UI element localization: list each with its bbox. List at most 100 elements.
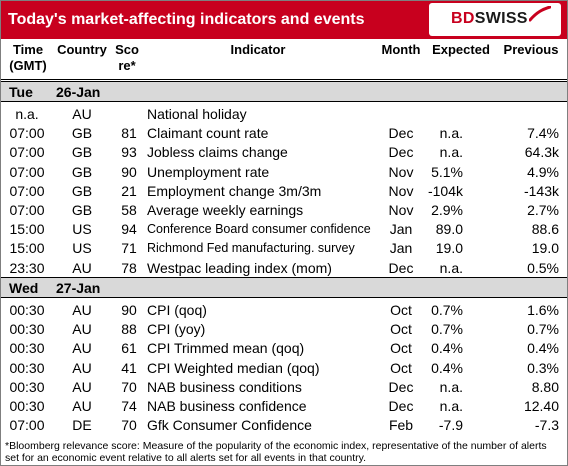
- cell-month: Oct: [390, 302, 412, 318]
- logo-swoosh-icon: [529, 6, 551, 22]
- cell-time: 07:00: [9, 125, 45, 142]
- cell-previous: 0.3%: [527, 359, 559, 376]
- cell-country: GB: [71, 144, 93, 161]
- cell-previous: -143k: [523, 182, 559, 199]
- cell-country: DE: [72, 417, 92, 434]
- cell-score: 93: [121, 144, 137, 161]
- cell-score: 70: [121, 378, 137, 395]
- day-header: Wed 27-Jan: [1, 277, 567, 298]
- table-row: 00:30 AU 61 CPI Trimmed mean (qoq) Oct 0.4% 0.…: [1, 338, 567, 357]
- day-date: 27-Jan: [56, 280, 101, 296]
- col-time: Time (GMT): [9, 42, 47, 73]
- cell-month: Oct: [390, 321, 412, 338]
- cell-expected: 2.9%: [431, 202, 463, 218]
- table-row: 00:30 AU 74 NAB business confidence Dec n.a. 1…: [1, 396, 567, 415]
- cell-time: 15:00: [9, 240, 45, 257]
- cell-indicator: Jobless claims change: [147, 144, 288, 161]
- cell-time: 00:30: [9, 359, 45, 376]
- cell-country: GB: [71, 163, 93, 180]
- cell-indicator: Gfk Consumer Confidence: [147, 417, 312, 434]
- cell-previous: 88.6: [531, 221, 559, 238]
- cell-previous: 4.9%: [527, 163, 559, 180]
- cell-month: Oct: [390, 340, 412, 357]
- title-bar: Today's market-affecting indicators and …: [1, 1, 567, 39]
- table-row: 23:30 AU 78 Westpac leading index (mom) Dec n…: [1, 258, 567, 277]
- cell-score: 90: [121, 302, 137, 318]
- cell-month: Dec: [388, 398, 414, 414]
- cell-expected: 89.0: [435, 221, 463, 238]
- cell-country: GB: [71, 125, 93, 142]
- table-row: n.a. AU National holiday: [1, 104, 567, 123]
- cell-month: Dec: [388, 378, 414, 395]
- cell-time: 00:30: [9, 302, 45, 318]
- cell-previous: 0.4%: [527, 340, 559, 357]
- cell-indicator: Average weekly earnings: [147, 202, 304, 218]
- cell-previous: 7.4%: [527, 125, 559, 142]
- cell-time: 07:00: [9, 202, 45, 218]
- cell-time: 07:00: [9, 163, 45, 180]
- column-headers: Time (GMT) Country Sco re* Indicator Month…: [1, 39, 567, 80]
- cell-month: Jan: [389, 240, 413, 257]
- table-row: 07:00 GB 21 Employment change 3m/3m Nov -104k…: [1, 181, 567, 200]
- cell-indicator: NAB business conditions: [147, 378, 302, 395]
- cell-month: Dec: [388, 144, 414, 161]
- table-row: 00:30 AU 70 NAB business conditions Dec n.a. 8…: [1, 377, 567, 396]
- cell-previous: 0.7%: [527, 321, 559, 338]
- cell-time: 00:30: [9, 321, 45, 338]
- cell-expected: n.a.: [439, 125, 463, 142]
- cell-previous: 1.6%: [527, 302, 559, 318]
- cell-score: 94: [121, 221, 137, 238]
- cell-indicator: Westpac leading index (mom): [147, 259, 332, 276]
- cell-indicator: CPI Trimmed mean (qoq): [147, 340, 305, 357]
- cell-expected: 19.0: [435, 240, 463, 257]
- cell-indicator: Conference Board consumer confidence: [147, 222, 371, 237]
- cell-score: 81: [121, 125, 137, 142]
- cell-score: 58: [121, 202, 137, 218]
- table-row: 07:00 DE 70 Gfk Consumer Confidence Feb -7.9 -…: [1, 415, 567, 434]
- table-row: 00:30 AU 88 CPI (yoy) Oct 0.7% 0.7%: [1, 319, 567, 338]
- cell-previous: 19.0: [531, 240, 559, 257]
- cell-country: AU: [72, 106, 92, 122]
- cell-previous: 8.80: [531, 378, 559, 395]
- day-weekday: Wed: [9, 280, 39, 296]
- footnote: *Bloomberg relevance score: Measure of t…: [5, 440, 547, 464]
- table-row: 07:00 GB 58 Average weekly earnings Nov 2.9% 2…: [1, 200, 567, 219]
- cell-country: AU: [72, 359, 92, 376]
- cell-expected: 0.4%: [431, 340, 463, 357]
- cell-expected: n.a.: [439, 398, 463, 414]
- cell-month: Oct: [390, 359, 412, 376]
- cell-score: 90: [121, 163, 137, 180]
- cell-expected: 0.4%: [431, 359, 463, 376]
- cell-country: GB: [71, 182, 93, 199]
- panel-title: Today's market-affecting indicators and …: [8, 11, 365, 28]
- cell-time: 07:00: [9, 417, 45, 434]
- table-row: 15:00 US 94 Conference Board consumer confi…: [1, 219, 567, 238]
- cell-time: n.a.: [15, 106, 39, 122]
- cell-time: 00:30: [9, 340, 45, 357]
- cell-time: 07:00: [9, 182, 45, 199]
- cell-indicator: Employment change 3m/3m: [147, 182, 322, 199]
- bdswiss-logo: BDSWISS: [429, 3, 561, 36]
- cell-country: AU: [72, 302, 92, 318]
- cell-expected: -7.9: [438, 417, 463, 434]
- cell-month: Jan: [389, 221, 413, 238]
- cell-expected: n.a.: [439, 259, 463, 276]
- col-indicator: Indicator: [230, 42, 286, 57]
- cell-country: AU: [72, 398, 92, 414]
- cell-expected: 0.7%: [431, 302, 463, 318]
- cell-score: 71: [121, 240, 137, 257]
- cell-previous: 12.40: [523, 398, 559, 414]
- table-row: 00:30 AU 41 CPI Weighted median (qoq) Oct 0.4…: [1, 358, 567, 377]
- cell-expected: 0.7%: [431, 321, 463, 338]
- table-row: 07:00 GB 90 Unemployment rate Nov 5.1% 4.9%: [1, 162, 567, 181]
- cell-month: Nov: [388, 202, 414, 218]
- cell-indicator: CPI (yoy): [147, 321, 206, 338]
- col-country: Country: [57, 42, 107, 57]
- cell-score: 88: [121, 321, 137, 338]
- cell-indicator: Richmond Fed manufacturing. survey: [147, 241, 355, 256]
- cell-score: 61: [121, 340, 137, 357]
- cell-country: US: [72, 240, 92, 257]
- cell-score: 41: [121, 359, 137, 376]
- cell-month: Nov: [388, 182, 414, 199]
